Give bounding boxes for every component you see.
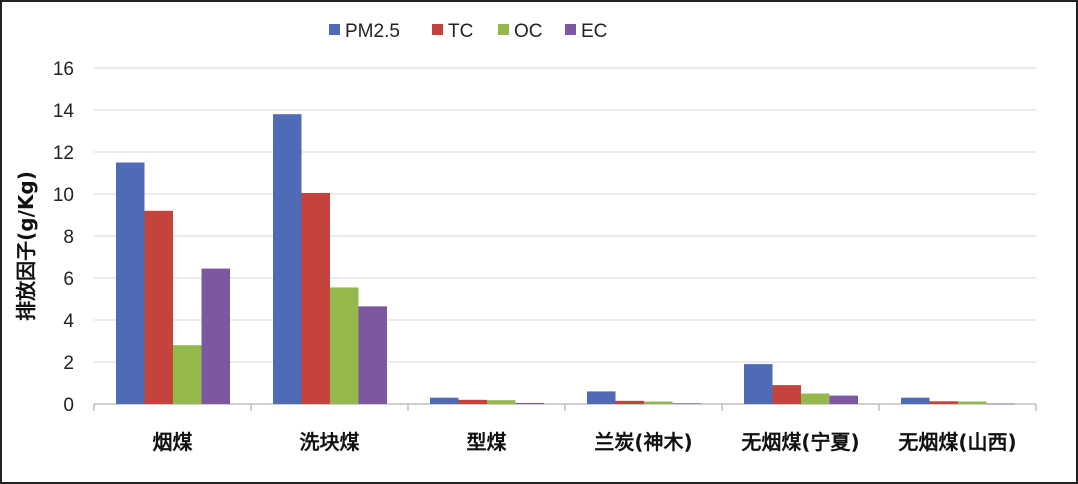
bar-tc-4 <box>772 385 801 404</box>
bar-tc-0 <box>144 210 173 404</box>
bar-oc-2 <box>487 400 516 404</box>
x-category-label: 兰炭(神木) <box>594 430 692 454</box>
legend-label: PM2.5 <box>345 21 400 42</box>
bar-oc-5 <box>958 401 987 404</box>
bar-tc-2 <box>458 399 487 404</box>
y-tick-label: 8 <box>63 227 74 248</box>
x-category-label: 无烟煤(宁夏) <box>741 430 859 454</box>
legend-label: OC <box>514 21 543 42</box>
x-category-label: 洗块煤 <box>300 430 360 454</box>
bar-tc-3 <box>615 400 644 404</box>
legend-swatch <box>565 24 576 35</box>
bar-oc-1 <box>330 287 359 404</box>
bar-pm25-0 <box>116 162 145 404</box>
bar-pm25-4 <box>744 364 773 404</box>
legend-label: EC <box>581 21 607 42</box>
y-tick-label: 6 <box>63 269 74 290</box>
bar-pm25-1 <box>273 114 302 404</box>
legend-label: TC <box>448 21 473 42</box>
bar-ec-1 <box>358 306 387 404</box>
bar-oc-0 <box>173 345 202 404</box>
y-tick-label: 12 <box>53 143 74 164</box>
bar-pm25-3 <box>587 391 616 404</box>
y-tick-label: 4 <box>63 311 74 332</box>
y-tick-label: 14 <box>53 101 75 122</box>
x-category-label: 烟煤 <box>153 430 193 454</box>
y-tick-label: 16 <box>53 59 74 80</box>
bar-pm25-5 <box>901 397 930 404</box>
bar-ec-4 <box>829 395 858 404</box>
legend-swatch <box>498 24 509 35</box>
bar-tc-1 <box>301 192 330 404</box>
bar-ec-5 <box>986 403 1015 405</box>
bar-oc-3 <box>644 401 673 404</box>
x-category-label: 型煤 <box>467 430 507 454</box>
bar-ec-2 <box>515 402 544 404</box>
x-category-label: 无烟煤(山西) <box>898 430 1016 454</box>
y-axis-title: 排放因子(g/Kg) <box>14 171 38 321</box>
bar-oc-4 <box>801 393 830 404</box>
bar-ec-3 <box>672 403 701 404</box>
legend-swatch <box>329 24 340 35</box>
y-tick-label: 0 <box>63 395 74 416</box>
y-tick-label: 10 <box>53 185 74 206</box>
y-tick-label: 2 <box>63 353 74 374</box>
bar-tc-5 <box>929 401 958 404</box>
bar-ec-0 <box>201 268 230 404</box>
bar-pm25-2 <box>430 397 459 404</box>
legend-swatch <box>432 24 443 35</box>
